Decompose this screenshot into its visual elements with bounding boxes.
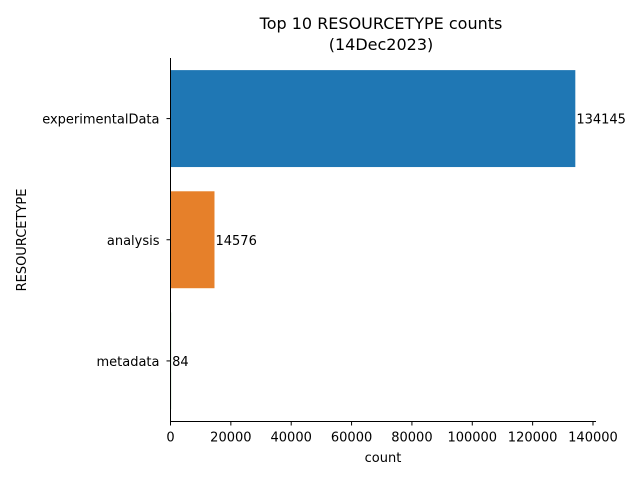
data-label-metadata: 84 [172, 355, 189, 370]
data-label-experimental-data: 134145 [576, 113, 626, 128]
x-tick-label-80000: 80000 [391, 431, 432, 446]
y-tick-label-analysis: analysis [107, 234, 160, 249]
x-tick-label-100000: 100000 [447, 431, 497, 446]
x-ticks: 0 20000 40000 60000 80000 100000 120000 140000 [166, 421, 618, 446]
x-tick-label-20000: 20000 [210, 431, 251, 446]
x-tick-label-120000: 120000 [508, 431, 558, 446]
data-labels: 134145 14576 84 [172, 113, 626, 370]
x-tick-label-60000: 60000 [331, 431, 372, 446]
x-tick-label-40000: 40000 [271, 431, 312, 446]
chart-title-line-2: (14Dec2023) [329, 35, 434, 54]
y-tick-label-metadata: metadata [96, 355, 159, 370]
x-axis-label: count [365, 451, 402, 466]
y-tick-labels: experimentalData analysis metadata [42, 113, 171, 370]
bar-experimental-data [170, 70, 576, 168]
data-label-analysis: 14576 [215, 234, 256, 249]
x-tick-label-140000: 140000 [568, 431, 618, 446]
y-tick-label-experimental-data: experimentalData [42, 113, 159, 128]
y-axis-label: RESOURCETYPE [15, 189, 30, 292]
x-tick-label-0: 0 [166, 431, 174, 446]
chart-title-line-1: Top 10 RESOURCETYPE counts [259, 14, 503, 33]
bar-analysis [170, 191, 215, 289]
bars-group [170, 70, 576, 410]
